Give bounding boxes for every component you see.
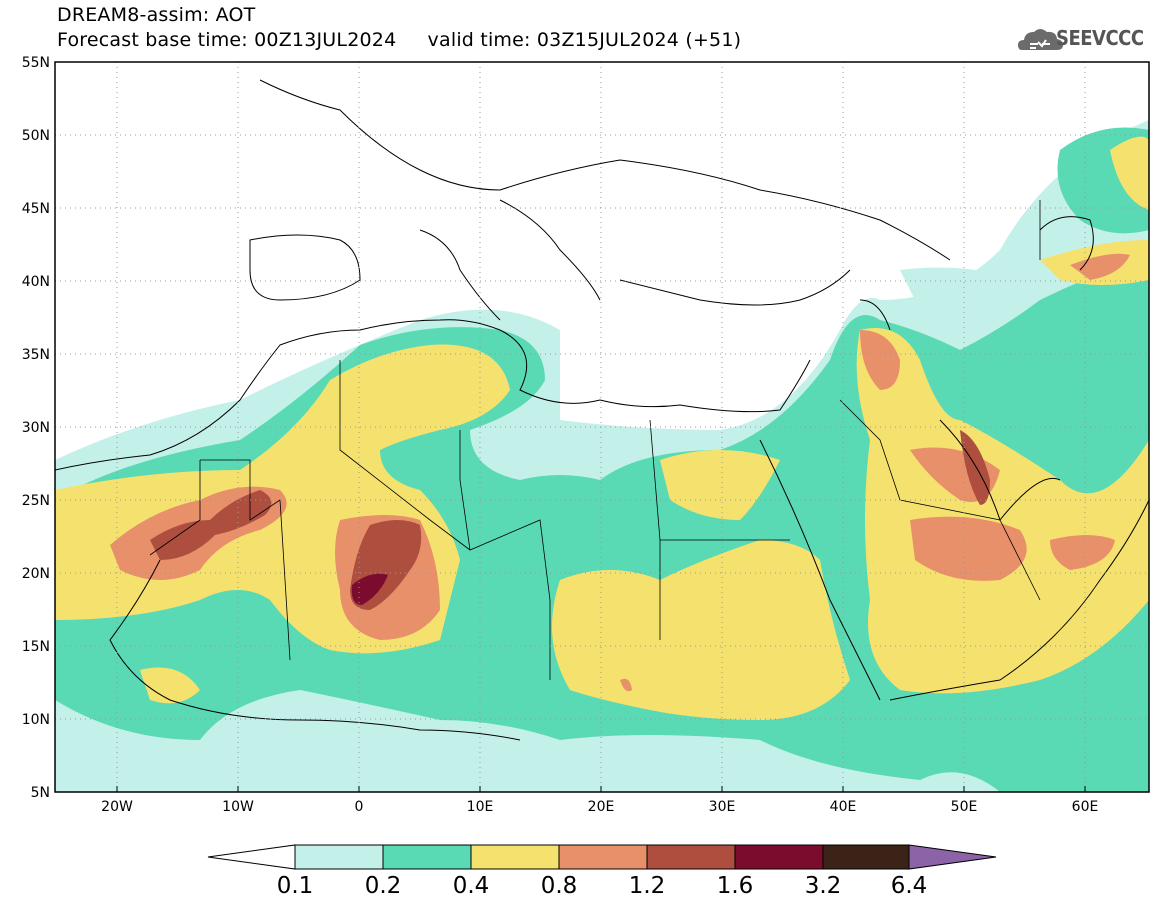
colorbar-label: 0.4 (453, 873, 490, 899)
lon-label: 10E (467, 799, 494, 815)
lon-label: 0 (355, 799, 364, 815)
aot-field (55, 62, 1149, 792)
lat-label: 20N (22, 566, 50, 582)
lon-labels: 20W 10W 0 10E 20E 30E 40E 50E 60E (101, 799, 1098, 815)
colorbar-bin (734, 844, 824, 870)
colorbar-bin (558, 844, 648, 870)
colorbar-bin (822, 844, 910, 870)
lat-label: 45N (22, 201, 50, 217)
lat-label: 35N (22, 347, 50, 363)
colorbar-bin (382, 844, 472, 870)
lon-label: 30E (709, 799, 736, 815)
aot-contour-1.6 (351, 573, 388, 605)
aot-contour-1.2 (150, 490, 272, 560)
colorbar-label: 0.8 (541, 873, 578, 899)
colorbar-label: 1.2 (629, 873, 666, 899)
colorbar (207, 844, 997, 870)
lat-label: 15N (22, 639, 50, 655)
lon-label: 60E (1072, 799, 1099, 815)
coastlines (55, 79, 1149, 741)
lat-label: 30N (22, 420, 50, 436)
colorbar-bin (646, 844, 736, 870)
lat-label: 5N (31, 785, 50, 801)
colorbar-label: 6.4 (891, 873, 928, 899)
forecast-times: Forecast base time: 00Z13JUL2024 valid t… (57, 29, 742, 51)
lon-label: 10W (222, 799, 254, 815)
lat-label: 55N (22, 55, 50, 71)
axis-ticks (116, 786, 1086, 792)
colorbar-high-arrow (908, 844, 997, 870)
lat-label: 50N (22, 128, 50, 144)
map-title: DREAM8-assim: AOT (57, 4, 256, 26)
colorbar-bin (470, 844, 560, 870)
map-frame (54, 61, 1150, 793)
lon-label: 20E (588, 799, 615, 815)
colorbar-low-arrow (207, 844, 296, 870)
lat-label: 25N (22, 493, 50, 509)
colorbar-labels: 0.1 0.2 0.4 0.8 1.2 1.6 3.2 6.4 (277, 873, 928, 899)
logo-text: SEEVCCC (1056, 26, 1144, 50)
lon-label: 50E (951, 799, 978, 815)
colorbar-label: 0.2 (365, 873, 402, 899)
colorbar-label: 3.2 (805, 873, 842, 899)
colorbar-label: 0.1 (277, 873, 314, 899)
lat-labels: 5N 10N 15N 20N 25N 30N 35N 40N 45N 50N 5… (22, 55, 50, 801)
colorbar-bin (294, 844, 384, 870)
lon-label: 20W (101, 799, 133, 815)
lon-label: 40E (830, 799, 857, 815)
cloud-icon (1018, 29, 1063, 50)
lat-label: 10N (22, 712, 50, 728)
gridlines (55, 62, 1149, 792)
colorbar-label: 1.6 (717, 873, 754, 899)
lat-label: 40N (22, 274, 50, 290)
